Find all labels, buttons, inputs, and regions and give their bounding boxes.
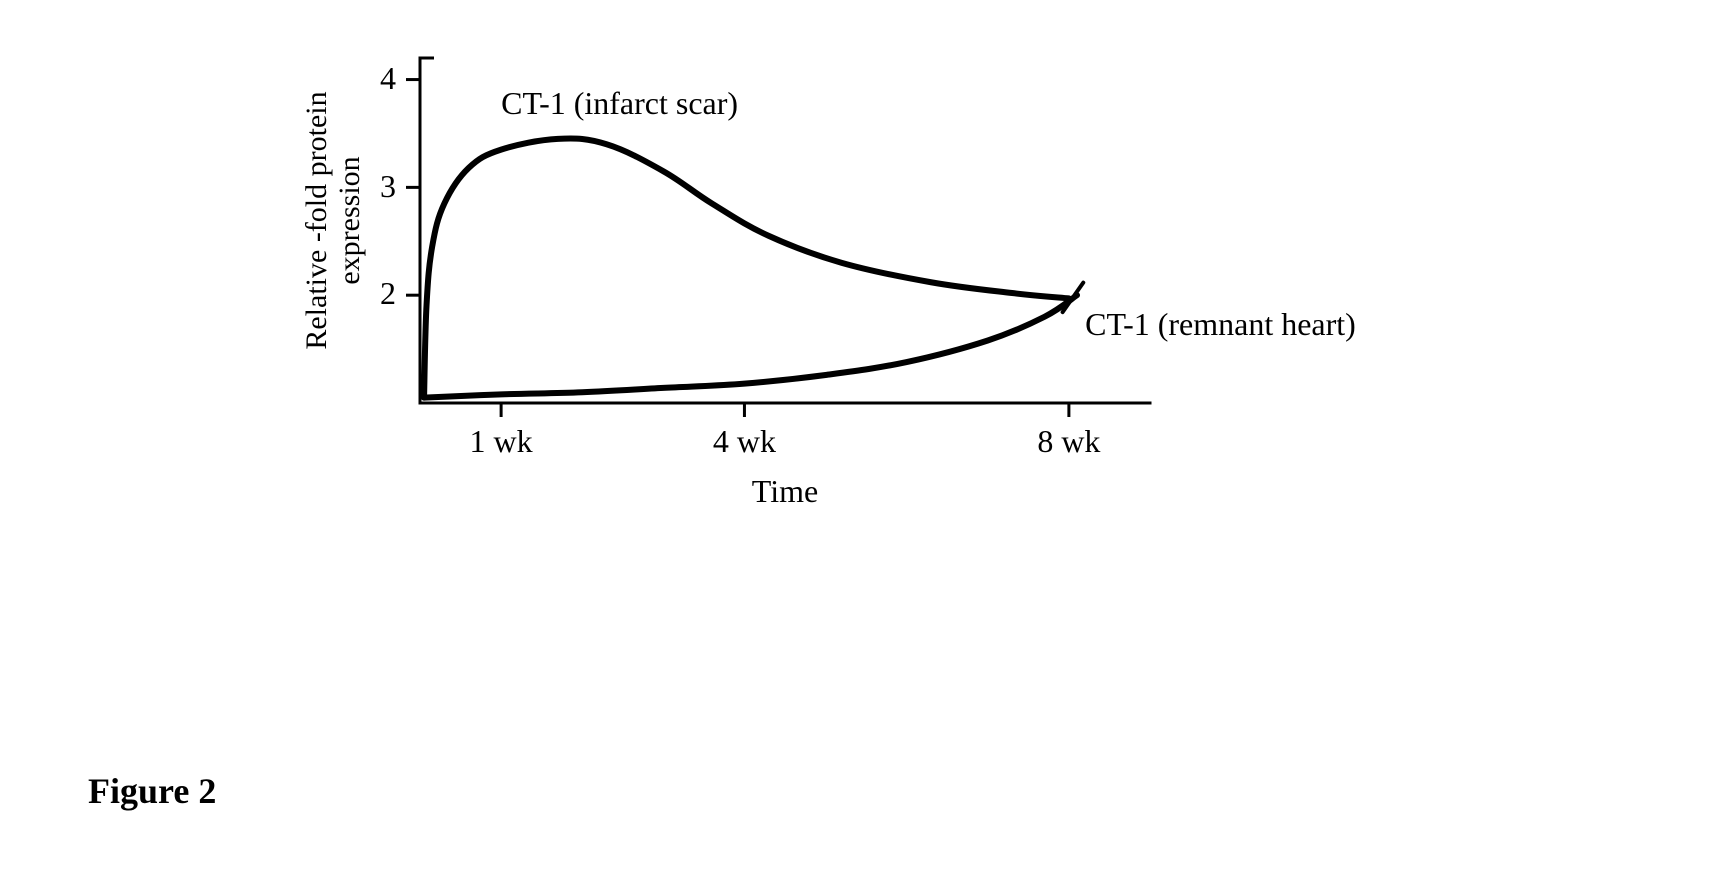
y-tick-label: 3: [366, 168, 396, 205]
series-ct1-remnant-heart: [424, 295, 1077, 397]
series-label-infarct-scar: CT-1 (infarct scar): [501, 85, 738, 122]
x-tick-label: 8 wk: [1009, 423, 1129, 460]
series-ct1-infarct-scar: [424, 138, 1069, 397]
y-tick-label: 4: [366, 60, 396, 97]
y-tick-label: 2: [366, 275, 396, 312]
line-chart: [0, 0, 1725, 889]
figure-container: Relative -fold protein expression Time 2…: [0, 0, 1725, 889]
series-label-remnant-heart: CT-1 (remnant heart): [1085, 306, 1356, 343]
x-tick-label: 4 wk: [684, 423, 804, 460]
y-axis-label: Relative -fold protein expression: [300, 48, 366, 393]
x-axis-label: Time: [685, 473, 885, 510]
x-tick-label: 1 wk: [441, 423, 561, 460]
figure-caption: Figure 2: [88, 770, 216, 812]
